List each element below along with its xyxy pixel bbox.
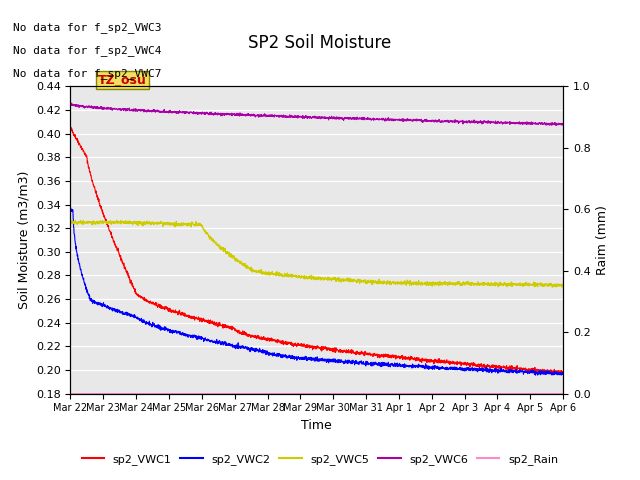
Text: No data for f_sp2_VWC3: No data for f_sp2_VWC3 <box>13 22 161 33</box>
Text: No data for f_sp2_VWC4: No data for f_sp2_VWC4 <box>13 45 161 56</box>
Text: No data for f_sp2_VWC7: No data for f_sp2_VWC7 <box>13 68 161 79</box>
Text: TZ_osu: TZ_osu <box>98 73 147 86</box>
X-axis label: Time: Time <box>301 419 332 432</box>
Y-axis label: Soil Moisture (m3/m3): Soil Moisture (m3/m3) <box>17 171 30 309</box>
Legend: sp2_VWC1, sp2_VWC2, sp2_VWC5, sp2_VWC6, sp2_Rain: sp2_VWC1, sp2_VWC2, sp2_VWC5, sp2_VWC6, … <box>77 450 563 469</box>
Y-axis label: Raim (mm): Raim (mm) <box>596 205 609 275</box>
Text: SP2 Soil Moisture: SP2 Soil Moisture <box>248 34 392 51</box>
